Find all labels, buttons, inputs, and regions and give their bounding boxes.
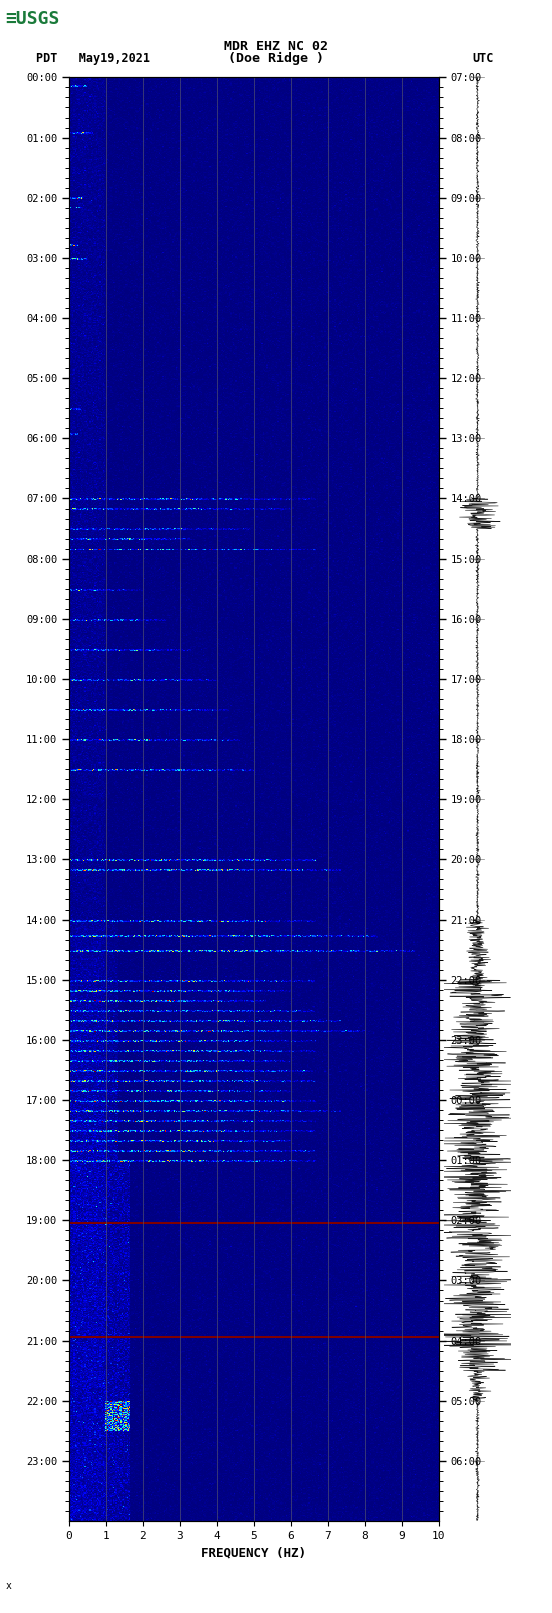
Text: ≡USGS: ≡USGS — [6, 10, 60, 27]
Text: (Doe Ridge ): (Doe Ridge ) — [228, 52, 324, 65]
Text: UTC: UTC — [473, 52, 493, 65]
Text: MDR EHZ NC 02: MDR EHZ NC 02 — [224, 40, 328, 53]
X-axis label: FREQUENCY (HZ): FREQUENCY (HZ) — [201, 1547, 306, 1560]
Text: x: x — [6, 1581, 12, 1590]
Text: PDT   May19,2021: PDT May19,2021 — [36, 52, 150, 65]
